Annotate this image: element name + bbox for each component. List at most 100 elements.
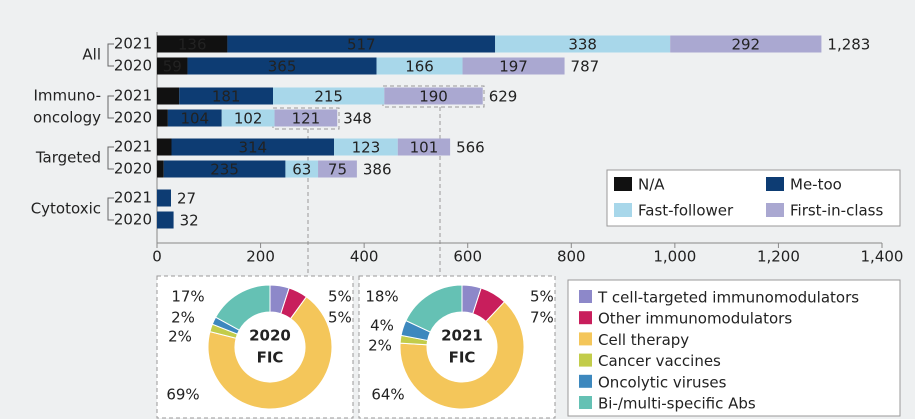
bar-segment [397, 138, 451, 156]
legend-label: Fast-follower [638, 202, 734, 220]
year-label: 2020 [114, 211, 152, 229]
total-label: 27 [177, 190, 196, 208]
legend-label: First-in-class [790, 202, 883, 220]
bar-label: 166 [405, 58, 434, 76]
year-label: 2021 [114, 87, 152, 105]
pie-legend-box [567, 279, 901, 417]
x-tick-label: 200 [246, 248, 275, 266]
bar-segment [179, 87, 273, 105]
donut-title: 2021 [441, 327, 483, 345]
bar-label: 338 [568, 36, 597, 54]
legend-swatch [579, 374, 592, 388]
donut-title: FIC [449, 349, 476, 367]
slice-label: 7% [530, 309, 554, 327]
total-label: 787 [571, 58, 600, 76]
bar-segment [157, 160, 164, 178]
legend-label: Bi-/multi-specific Abs [598, 395, 756, 413]
bar-label: 59 [163, 58, 182, 76]
year-label: 2021 [114, 35, 152, 53]
donut-title: 2020 [249, 327, 291, 345]
bracket [107, 146, 114, 170]
slice-label: 5% [328, 288, 352, 306]
bar-segment [157, 57, 188, 75]
x-tick-label: 1,400 [861, 248, 904, 266]
slice-label: 17% [171, 288, 204, 306]
year-label: 2021 [114, 189, 152, 207]
total-label: 566 [456, 139, 485, 157]
legend-swatch [614, 203, 632, 217]
bar-label: 517 [347, 36, 376, 54]
slice-label: 2% [171, 309, 195, 327]
bar-segment [384, 87, 483, 105]
total-label: 1,283 [827, 36, 870, 54]
legend-label: Cell therapy [598, 331, 689, 349]
total-label: 32 [180, 212, 199, 230]
bar-segment [157, 211, 174, 229]
year-label: 2020 [114, 109, 152, 127]
bar-segment [157, 109, 168, 127]
legend-label: Oncolytic viruses [598, 373, 727, 391]
legend-swatch [766, 177, 784, 191]
legend-swatch [579, 353, 592, 367]
legend-swatch [579, 332, 592, 346]
bar-label: 215 [314, 88, 343, 106]
legend-swatch [579, 311, 592, 325]
legend-label: Other immunomodulators [598, 310, 792, 328]
bar-segment [227, 35, 496, 53]
legend-box [606, 169, 901, 227]
x-tick-label: 400 [350, 248, 379, 266]
slice-label: 5% [328, 309, 352, 327]
bar-label: 181 [212, 88, 241, 106]
bar-segment [157, 87, 180, 105]
year-label: 2020 [114, 160, 152, 178]
year-label: 2020 [114, 57, 152, 75]
slice-label: 5% [530, 288, 554, 306]
year-label: 2021 [114, 138, 152, 156]
bar-segment [157, 189, 171, 207]
bar-label: 102 [234, 110, 263, 128]
bar-segment [318, 160, 357, 178]
bar-label: 123 [352, 139, 381, 157]
x-tick-label: 600 [453, 248, 482, 266]
donut-title: FIC [257, 349, 284, 367]
bar-label: 190 [419, 88, 448, 106]
bar-label: 197 [499, 58, 528, 76]
x-tick-label: 1,000 [653, 248, 696, 266]
bar-segment [495, 35, 671, 53]
bar-segment [285, 160, 319, 178]
bracket [107, 43, 114, 67]
donut-slice [214, 284, 271, 331]
bar-segment [376, 57, 463, 75]
donut-slice [405, 284, 463, 333]
slice-label: 69% [166, 386, 199, 404]
group-label: All [82, 46, 101, 64]
group-label: Targeted [35, 149, 101, 167]
total-label: 386 [363, 161, 392, 179]
bar-segment [274, 109, 338, 127]
bar-segment [167, 109, 222, 127]
bar-label: 63 [292, 161, 311, 179]
legend-swatch [579, 290, 592, 303]
legend-label: N/A [638, 176, 665, 194]
bar-label: 104 [180, 110, 209, 128]
bar-segment [157, 138, 172, 156]
group-label: Cytotoxic [31, 200, 101, 218]
legend-swatch [614, 177, 632, 191]
bar-label: 101 [410, 139, 439, 157]
donut-slice [207, 296, 333, 410]
legend-label: T cell-targeted immunomodulators [597, 289, 859, 307]
slice-label: 64% [371, 386, 404, 404]
group-label: oncology [33, 109, 101, 127]
bar-label: 314 [238, 139, 267, 157]
bar-label: 75 [328, 161, 347, 179]
bar-label: 292 [731, 36, 760, 54]
bar-segment [273, 87, 385, 105]
bar-segment [163, 160, 286, 178]
bar-segment [157, 35, 228, 53]
slice-label: 4% [370, 317, 394, 335]
bar-label: 136 [178, 36, 207, 54]
bar-segment [221, 109, 275, 127]
bar-segment [670, 35, 822, 53]
bar-segment [187, 57, 377, 75]
